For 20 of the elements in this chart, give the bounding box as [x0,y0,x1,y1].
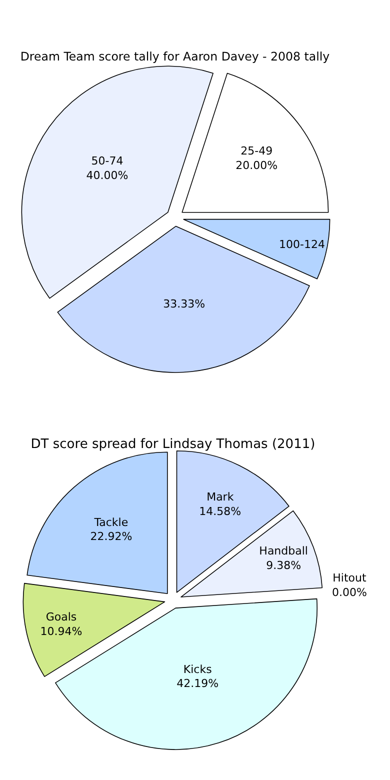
data-label: 22.92% [90,530,132,544]
data-label: 42.19% [176,677,219,690]
slice-label: 100-124 [278,238,325,252]
data-label: 20.00% [236,158,278,172]
data-label: 33.33% [163,298,206,311]
data-label: 40.00% [86,168,128,182]
slice-label: 50-74 [91,154,124,168]
chart-title: Dream Team score tally for Aaron Davey - 2008 tally [20,50,330,64]
slice-label: Handball [259,544,308,558]
category-label: Hitout [332,572,366,585]
data-label: 10.94% [40,624,82,638]
chart-title: DT score spread for Lindsay Thomas (2011) [30,437,316,452]
slice-label: Goals [46,610,77,624]
data-label: 14.58% [199,505,242,518]
slice-label: Mark [206,490,234,504]
slice-label: Kicks [183,662,212,676]
slice-label: Tackle [93,516,128,529]
text: 0.00% [332,586,367,599]
data-label: 9.38% [266,559,302,572]
slice-label: 25-49 [240,144,273,158]
